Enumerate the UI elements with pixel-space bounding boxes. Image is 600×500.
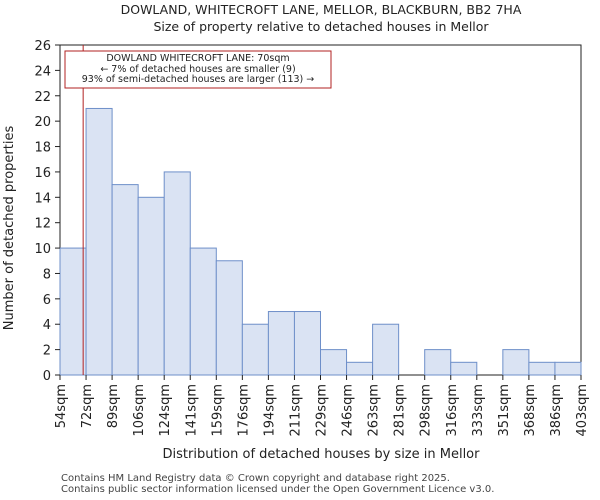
x-tick-label: 351sqm — [497, 384, 512, 437]
x-tick-label: 298sqm — [419, 384, 434, 437]
bar-72sqm — [85, 107, 113, 376]
y-tick-label: 20 — [34, 115, 51, 130]
annotation-line-1: DOWLAND WHITECROFT LANE: 70sqm — [106, 53, 289, 64]
chart-subtitle: Size of property relative to detached ho… — [153, 19, 489, 34]
bar-246sqm — [346, 361, 374, 376]
bar-298sqm — [424, 349, 452, 376]
bar-211sqm — [293, 311, 322, 376]
y-axis-label: Number of detached properties — [2, 126, 17, 331]
x-tick-label: 229sqm — [315, 384, 330, 437]
bar-106sqm — [137, 196, 165, 376]
bar-194sqm — [267, 311, 295, 376]
bar-368sqm — [528, 361, 556, 376]
x-tick-label: 124sqm — [158, 384, 173, 437]
y-tick-label: 24 — [34, 64, 51, 79]
x-tick-label: 386sqm — [549, 384, 564, 437]
bar-351sqm — [502, 349, 530, 376]
bar-229sqm — [320, 349, 348, 376]
annotation-line-3: 93% of semi-detached houses are larger (… — [82, 74, 315, 85]
bar-89sqm — [111, 184, 139, 376]
x-tick-label: 263sqm — [367, 384, 382, 437]
bar-54sqm — [59, 247, 87, 376]
y-tick-label: 8 — [43, 267, 51, 282]
bar-159sqm — [215, 260, 243, 376]
bar-124sqm — [163, 171, 191, 376]
x-tick-label: 89sqm — [106, 384, 121, 428]
x-axis-label: Distribution of detached houses by size … — [163, 447, 481, 462]
bar-141sqm — [189, 247, 217, 376]
y-tick-label: 4 — [43, 318, 51, 333]
x-tick-label: 368sqm — [523, 384, 538, 437]
x-tick-label: 141sqm — [184, 384, 199, 437]
y-tick-label: 16 — [34, 166, 51, 181]
x-tick-label: 176sqm — [236, 384, 251, 437]
bar-316sqm — [450, 361, 478, 376]
footer-line-1: Contains HM Land Registry data © Crown c… — [61, 473, 450, 484]
x-tick-label: 72sqm — [80, 384, 95, 428]
annotation-box — [64, 50, 332, 89]
y-tick-label: 2 — [43, 344, 51, 359]
x-tick-label: 159sqm — [210, 384, 225, 437]
annotation-line-2: ← 7% of detached houses are smaller (9) — [100, 64, 295, 75]
footer-line-2: Contains public sector information licen… — [61, 484, 495, 495]
x-tick-label: 194sqm — [262, 384, 277, 437]
x-tick-label: 281sqm — [393, 384, 408, 437]
x-tick-label: 211sqm — [288, 384, 303, 437]
x-tick-label: 316sqm — [445, 384, 460, 437]
y-tick-label: 12 — [34, 217, 51, 232]
y-tick-label: 14 — [34, 191, 51, 206]
y-tick-label: 0 — [43, 369, 51, 384]
chart-title: DOWLAND, WHITECROFT LANE, MELLOR, BLACKB… — [121, 2, 522, 17]
y-tick-label: 10 — [34, 242, 51, 257]
y-tick-label: 26 — [34, 39, 51, 54]
x-tick-label: 333sqm — [471, 384, 486, 437]
x-tick-label: 403sqm — [575, 384, 590, 437]
y-tick-label: 18 — [34, 141, 51, 156]
bar-386sqm — [554, 361, 582, 376]
y-tick-label: 6 — [43, 293, 51, 308]
x-tick-label: 54sqm — [54, 384, 69, 428]
bar-176sqm — [241, 323, 269, 376]
y-tick-label: 22 — [34, 90, 51, 105]
x-tick-label: 246sqm — [341, 384, 356, 437]
bar-263sqm — [372, 323, 400, 376]
x-tick-label: 106sqm — [132, 384, 147, 437]
